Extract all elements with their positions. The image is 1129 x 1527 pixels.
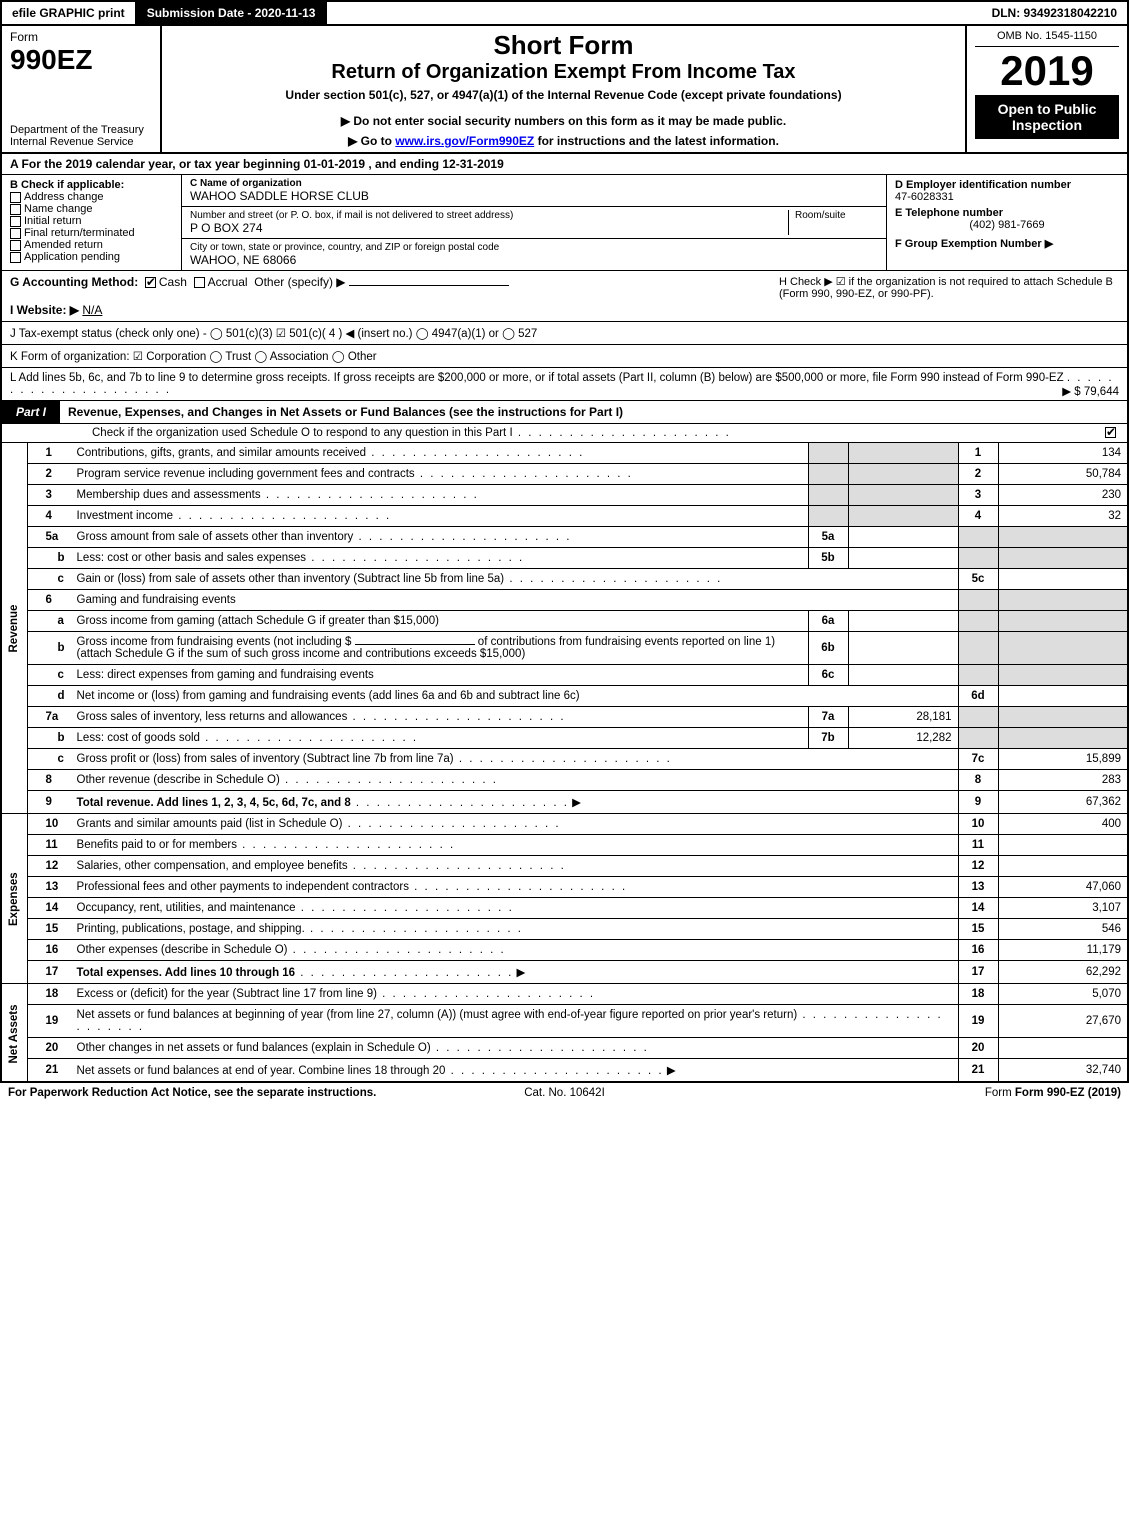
- title-return: Return of Organization Exempt From Incom…: [170, 61, 957, 84]
- open-public-inspection: Open to Public Inspection: [975, 95, 1119, 139]
- chk-amended[interactable]: [10, 240, 21, 251]
- part1-tab: Part I: [2, 401, 60, 423]
- c-name-label: C Name of organization: [190, 178, 878, 189]
- dln: DLN: 93492318042210: [982, 2, 1127, 24]
- room-suite-label: Room/suite: [788, 210, 878, 235]
- part1-header: Part I Revenue, Expenses, and Changes in…: [0, 401, 1129, 424]
- g-other: Other (specify) ▶: [254, 275, 345, 289]
- row-l: L Add lines 5b, 6c, and 7b to line 9 to …: [0, 368, 1129, 401]
- val-8: 283: [998, 770, 1128, 791]
- val-15: 546: [998, 919, 1128, 940]
- val-13: 47,060: [998, 877, 1128, 898]
- chk-cash[interactable]: [145, 277, 156, 288]
- b-label: B Check if applicable:: [10, 179, 173, 191]
- c-addr-label: Number and street (or P. O. box, if mail…: [190, 210, 788, 221]
- val-3: 230: [998, 485, 1128, 506]
- val-9: 67,362: [998, 791, 1128, 814]
- form-header: Form 990EZ Department of the Treasury In…: [0, 26, 1129, 154]
- form-word: Form: [10, 30, 152, 44]
- chk-accrual[interactable]: [194, 277, 205, 288]
- org-address: P O BOX 274: [190, 221, 788, 235]
- section-b: B Check if applicable: Address change Na…: [2, 175, 182, 270]
- part1-title: Revenue, Expenses, and Changes in Net As…: [60, 401, 1127, 423]
- footer: For Paperwork Reduction Act Notice, see …: [0, 1083, 1129, 1103]
- footer-cat: Cat. No. 10642I: [379, 1087, 750, 1099]
- e-tel-label: E Telephone number: [895, 207, 1119, 219]
- sched-o-row: Check if the organization used Schedule …: [0, 424, 1129, 443]
- row-j: J Tax-exempt status (check only one) - ◯…: [0, 322, 1129, 345]
- val-17: 62,292: [998, 961, 1128, 984]
- section-c: C Name of organization WAHOO SADDLE HORS…: [182, 175, 887, 270]
- f-group-label: F Group Exemption Number ▶: [895, 237, 1119, 250]
- val-10: 400: [998, 814, 1128, 835]
- chk-final-return[interactable]: [10, 228, 21, 239]
- tax-year: 2019: [975, 47, 1119, 95]
- omb-number: OMB No. 1545-1150: [975, 30, 1119, 47]
- val-7a: 28,181: [848, 707, 958, 728]
- val-19: 27,670: [998, 1005, 1128, 1038]
- chk-address-change[interactable]: [10, 192, 21, 203]
- chk-initial-return[interactable]: [10, 216, 21, 227]
- footer-right: Form 990-EZ (2019): [1015, 1087, 1121, 1099]
- website: N/A: [82, 303, 102, 317]
- irs-link[interactable]: www.irs.gov/Form990EZ: [395, 134, 534, 148]
- val-21: 32,740: [998, 1059, 1128, 1083]
- g-label: G Accounting Method:: [10, 275, 138, 289]
- part1-table: Revenue 1 Contributions, gifts, grants, …: [0, 443, 1129, 1083]
- org-info-grid: B Check if applicable: Address change Na…: [0, 175, 1129, 271]
- expenses-label: Expenses: [1, 814, 27, 984]
- irs-label: Internal Revenue Service: [10, 136, 152, 148]
- revenue-label: Revenue: [1, 443, 27, 814]
- title-short-form: Short Form: [170, 30, 957, 61]
- c-city-label: City or town, state or province, country…: [190, 242, 878, 253]
- note-ssn: ▶ Do not enter social security numbers o…: [170, 114, 957, 128]
- val-1: 134: [998, 443, 1128, 464]
- val-7c: 15,899: [998, 749, 1128, 770]
- chk-name-change[interactable]: [10, 204, 21, 215]
- val-16: 11,179: [998, 940, 1128, 961]
- submission-date: Submission Date - 2020-11-13: [137, 2, 328, 24]
- section-d-e-f: D Employer identification number 47-6028…: [887, 175, 1127, 270]
- efile-print[interactable]: efile GRAPHIC print: [2, 2, 137, 24]
- form-number: 990EZ: [10, 44, 152, 76]
- org-city: WAHOO, NE 68066: [190, 253, 878, 267]
- section-h: H Check ▶ ☑ if the organization is not r…: [779, 275, 1119, 317]
- row-g-h: G Accounting Method: Cash Accrual Other …: [0, 271, 1129, 322]
- top-bar: efile GRAPHIC print Submission Date - 20…: [0, 0, 1129, 26]
- d-ein-label: D Employer identification number: [895, 179, 1119, 191]
- telephone: (402) 981-7669: [895, 219, 1119, 231]
- section-a: A For the 2019 calendar year, or tax yea…: [0, 154, 1129, 175]
- dept-treasury: Department of the Treasury: [10, 124, 152, 136]
- netassets-label: Net Assets: [1, 984, 27, 1083]
- l-amount: ▶ $ 79,644: [1062, 384, 1119, 398]
- val-7b: 12,282: [848, 728, 958, 749]
- ein: 47-6028331: [895, 191, 1119, 203]
- i-label: I Website: ▶: [10, 303, 79, 317]
- footer-left: For Paperwork Reduction Act Notice, see …: [8, 1087, 379, 1099]
- val-14: 3,107: [998, 898, 1128, 919]
- chk-application-pending[interactable]: [10, 252, 21, 263]
- chk-schedule-o[interactable]: [1105, 427, 1116, 438]
- subtitle: Under section 501(c), 527, or 4947(a)(1)…: [170, 88, 957, 102]
- val-18: 5,070: [998, 984, 1128, 1005]
- row-k: K Form of organization: ☑ Corporation ◯ …: [0, 345, 1129, 368]
- val-4: 32: [998, 506, 1128, 527]
- val-2: 50,784: [998, 464, 1128, 485]
- org-name: WAHOO SADDLE HORSE CLUB: [190, 189, 878, 203]
- note-goto: ▶ Go to www.irs.gov/Form990EZ for instru…: [170, 134, 957, 148]
